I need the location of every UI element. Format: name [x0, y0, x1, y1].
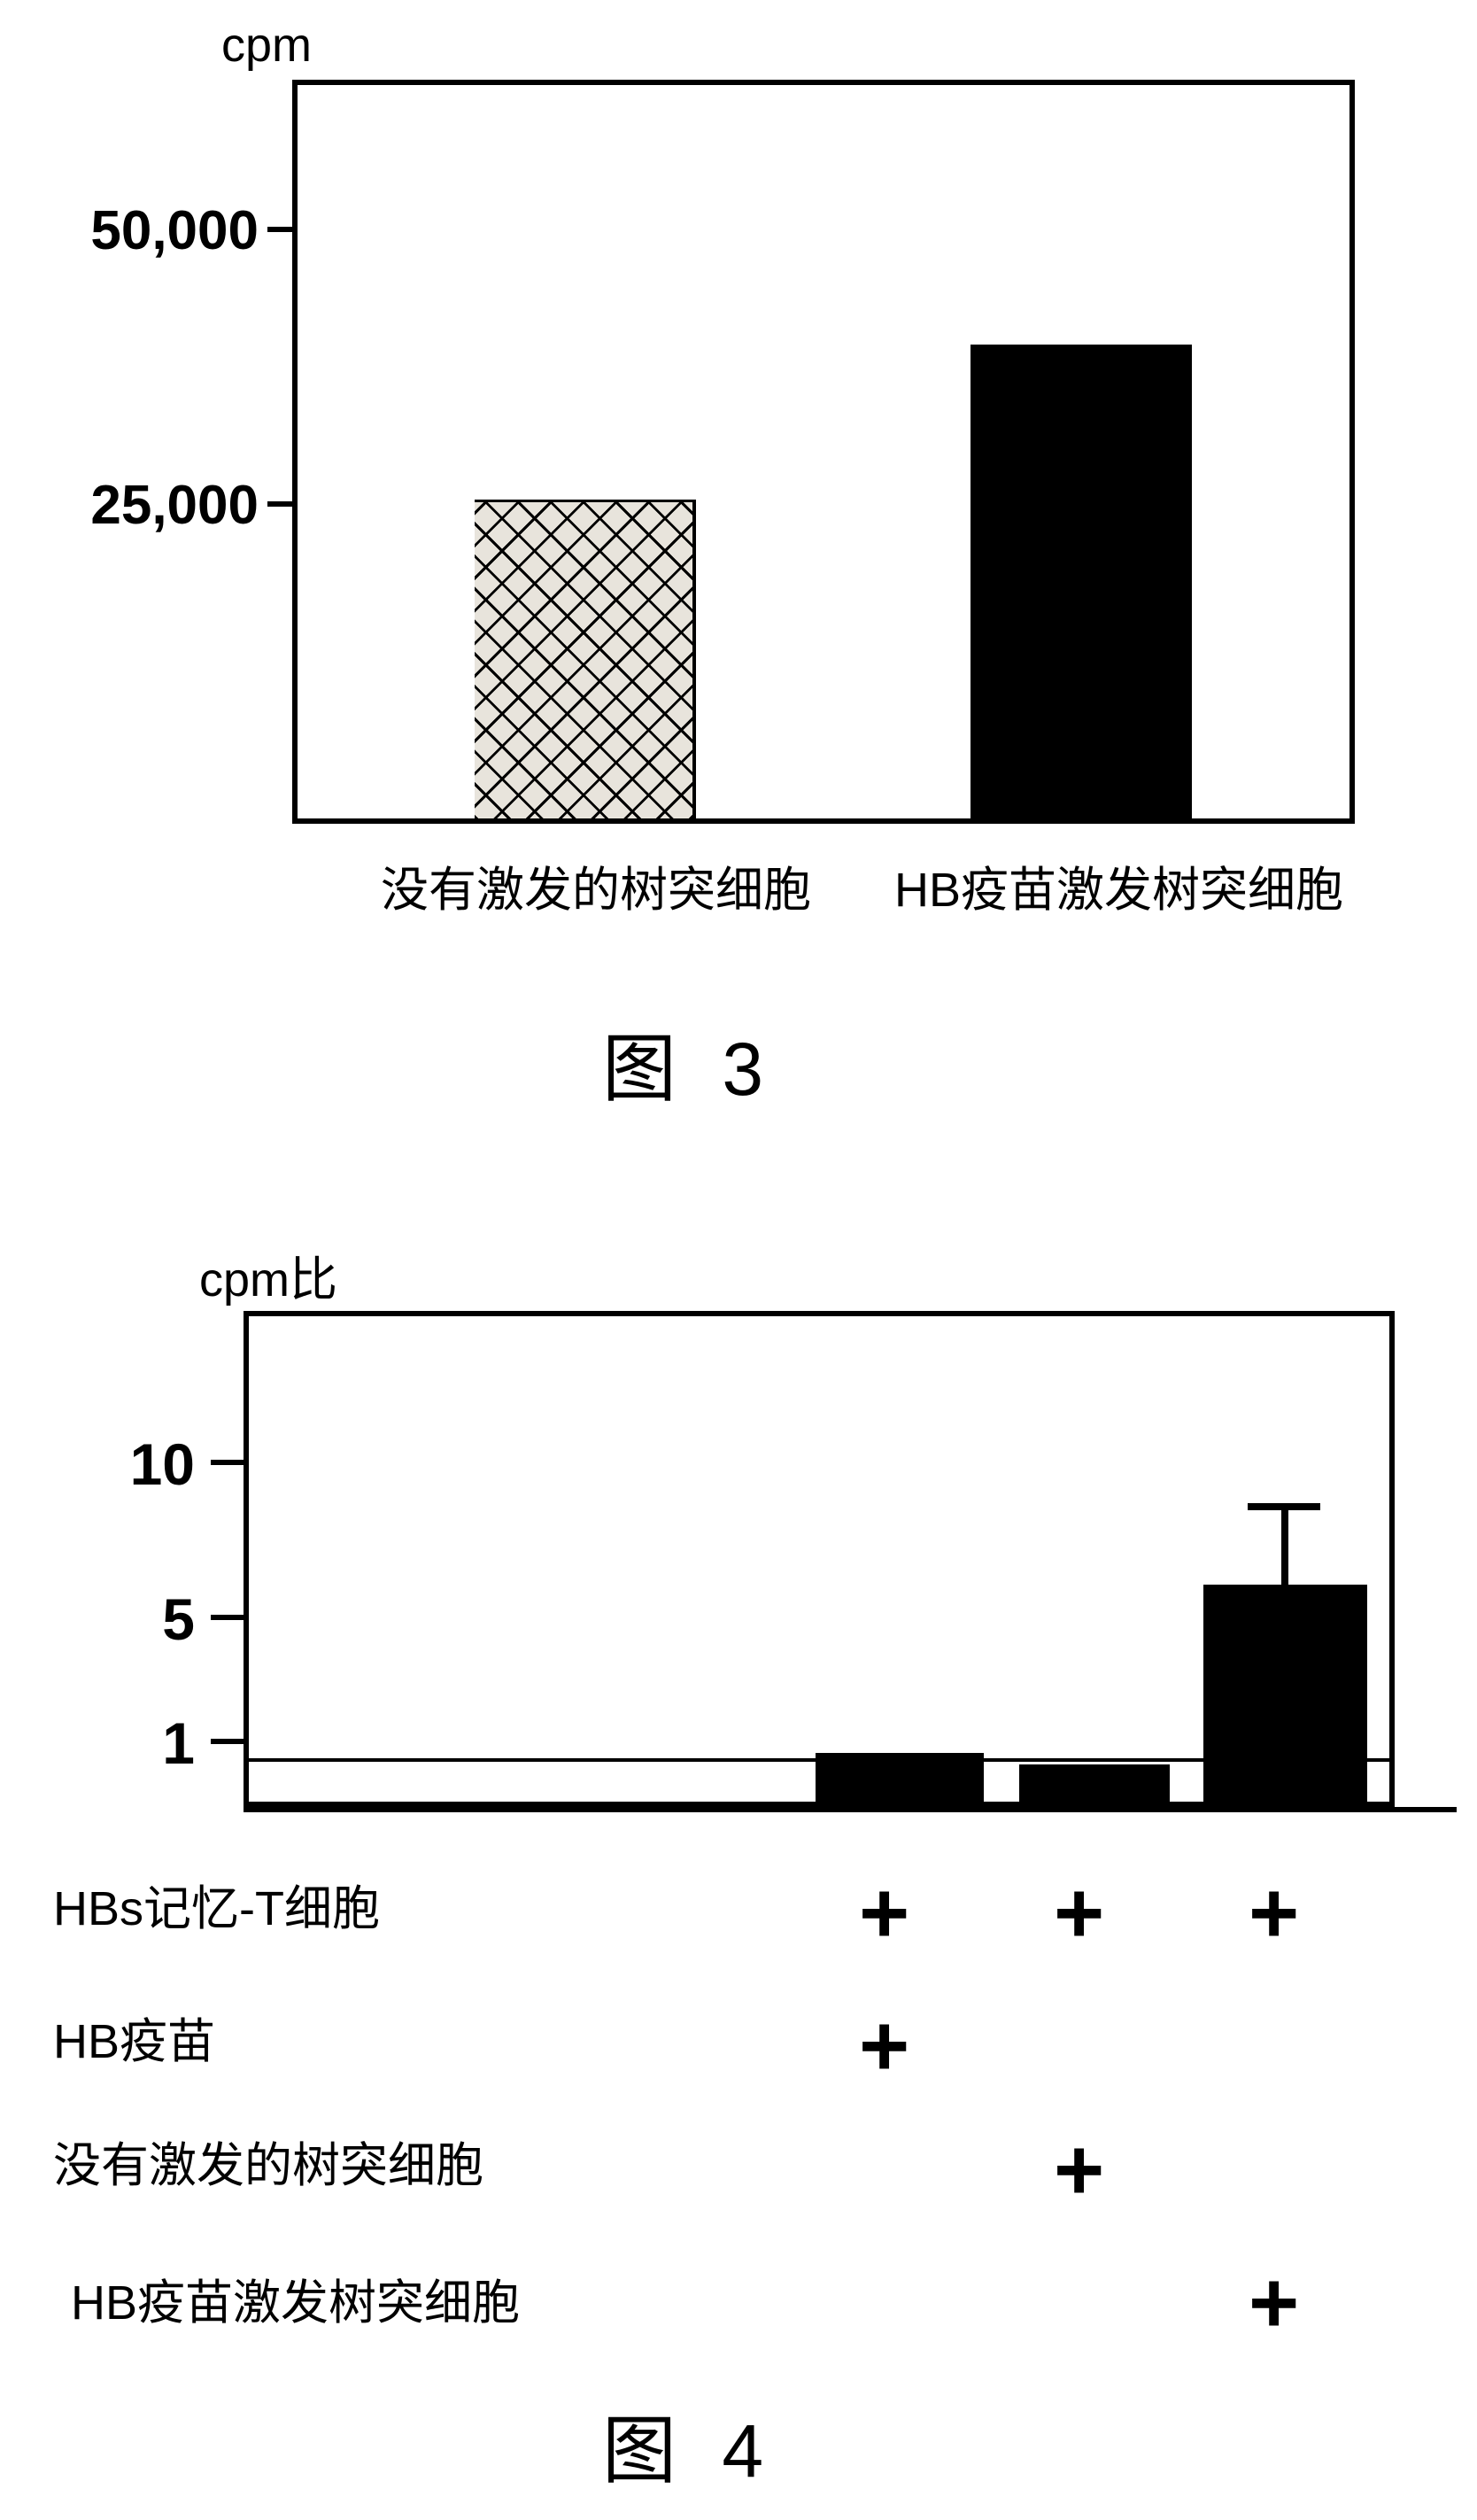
plus-icon: +	[859, 2011, 909, 2080]
row-label-hbs-memory-t: HBs记忆-T细胞	[53, 1869, 380, 1939]
ytick-label: 5	[133, 1586, 195, 1653]
plus-icon: +	[859, 1878, 909, 1947]
bar-cond-3	[1203, 1585, 1367, 1802]
y-axis-label: cpm比	[199, 1240, 337, 1310]
ytick-mark	[211, 1739, 244, 1744]
plot-area	[292, 80, 1355, 824]
row-label-hb-vaccine: HB疫苗	[53, 2002, 215, 2072]
y-axis-label: cpm	[221, 18, 312, 73]
plot-area	[244, 1311, 1395, 1807]
ytick-label: 1	[133, 1710, 195, 1777]
category-label: HB疫苗激发树突细胞	[894, 850, 1343, 920]
ytick-label: 10	[106, 1431, 195, 1498]
bar-cond-1	[816, 1753, 984, 1802]
ytick-mark	[267, 227, 292, 232]
row-label-hb-vaccine-dc: HB疫苗激发树突细胞	[71, 2263, 520, 2333]
plus-icon: +	[1249, 1878, 1299, 1947]
ytick-mark	[267, 501, 292, 507]
x-axis-extension	[244, 1807, 1457, 1812]
error-bar	[1281, 1505, 1288, 1585]
row-label-unstim-dc: 没有激发的树突细胞	[53, 2126, 483, 2196]
bar-unstimulated-dc	[475, 500, 696, 818]
bar-cond-2	[1019, 1764, 1170, 1802]
error-bar-cap	[1248, 1503, 1320, 1510]
category-label: 没有激发的树突细胞	[381, 850, 811, 920]
ytick-mark	[211, 1460, 244, 1465]
figure-caption: 图 4	[602, 2392, 776, 2499]
plus-icon: +	[1249, 2268, 1299, 2337]
bar-hb-vaccine-dc	[970, 345, 1192, 818]
ytick-mark	[211, 1615, 244, 1620]
figure-caption: 图 3	[602, 1010, 776, 1117]
plus-icon: +	[1054, 1878, 1104, 1947]
ytick-label: 25,000	[46, 474, 259, 537]
plus-icon: +	[1054, 2135, 1104, 2204]
ytick-label: 50,000	[46, 199, 259, 262]
